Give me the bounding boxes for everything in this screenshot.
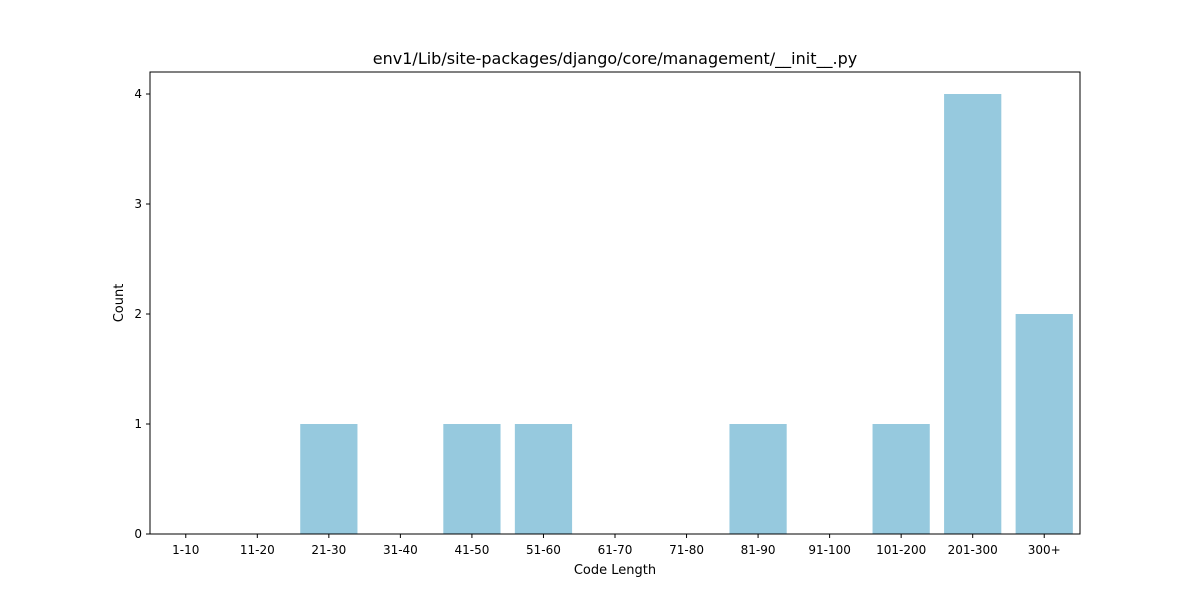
plot-frame (149, 71, 1081, 535)
bar-41-50 (443, 424, 501, 534)
x-tick-label: 41-50 (454, 543, 489, 557)
bars-layer (300, 94, 1073, 534)
bar-101-200 (872, 424, 930, 534)
x-tick-label: 71-80 (669, 543, 704, 557)
x-tick-label: 11-20 (240, 543, 275, 557)
x-tick-label: 61-70 (598, 543, 633, 557)
x-axis-label: Code Length (574, 563, 656, 578)
x-tick-label: 21-30 (311, 543, 346, 557)
x-tick-label: 300+ (1028, 543, 1061, 557)
y-axis: 0 1 2 3 4 (134, 87, 150, 541)
bar-51-60 (514, 424, 573, 534)
y-tick-label: 3 (134, 197, 142, 211)
x-tick-label: 101-200 (876, 543, 926, 557)
y-tick-label: 4 (134, 87, 142, 101)
bar-201-300 (944, 94, 1002, 534)
x-axis: 1-10 11-20 21-30 31-40 41-50 51-60 61-70 71-80 8… (172, 534, 1061, 557)
bar-81-90 (729, 424, 787, 534)
y-axis-label: Count (112, 284, 127, 323)
bar-300+ (1015, 314, 1073, 534)
x-tick-label: 51-60 (526, 543, 561, 557)
y-tick-label: 2 (134, 307, 142, 321)
x-tick-label: 1-10 (172, 543, 199, 557)
y-tick-label: 0 (134, 527, 142, 541)
bar-21-30 (300, 424, 358, 534)
y-tick-label: 1 (134, 417, 142, 431)
x-tick-label: 81-90 (741, 543, 776, 557)
x-tick-label: 201-300 (948, 543, 998, 557)
chart-title: env1/Lib/site-packages/django/core/manag… (373, 49, 857, 69)
x-tick-label: 91-100 (808, 543, 851, 557)
x-tick-label: 31-40 (383, 543, 418, 557)
